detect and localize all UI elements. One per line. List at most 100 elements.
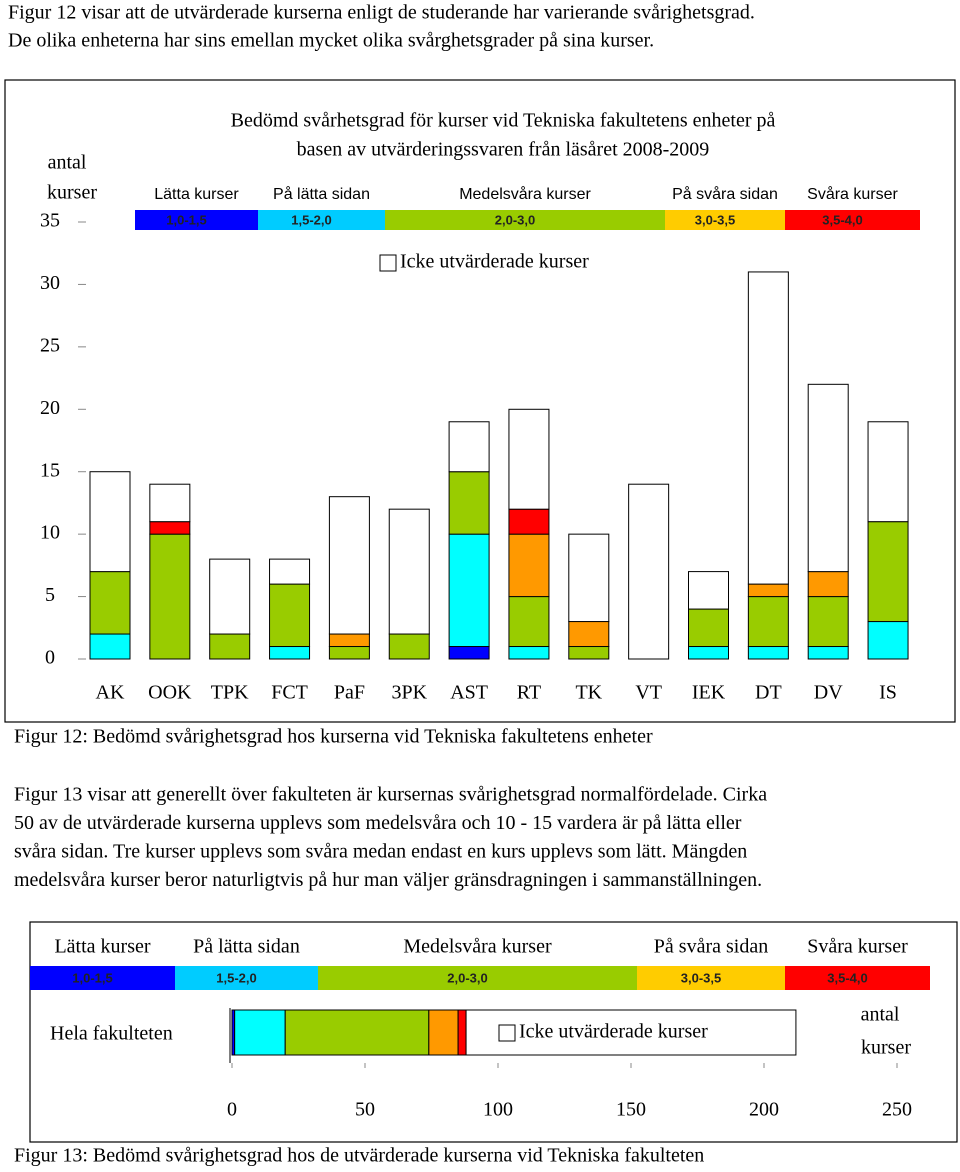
bar-segment <box>807 383 849 573</box>
bar-segment <box>234 1009 286 1056</box>
legend-label: På svåra sidan <box>654 936 768 958</box>
figure-caption: Figur 12: Bedömd svårighetsgrad hos kurs… <box>14 726 653 748</box>
legend-label: Icke utvärderade kurser <box>400 251 589 273</box>
bar-segment <box>448 533 490 648</box>
y-axis-label: kurser <box>47 182 97 204</box>
legend-label: Lätta kurser <box>154 186 239 203</box>
x-tick-label: IS <box>879 682 897 704</box>
legend-label: Medelsvåra kurser <box>459 185 591 203</box>
x-tick-label: 100 <box>483 1099 513 1121</box>
y-tick-label: 20 <box>40 397 60 419</box>
bar-segment <box>568 621 610 648</box>
legend-range: 2,0-3,0 <box>495 212 535 227</box>
legend-range: 1,0-1,5 <box>166 212 206 227</box>
paragraph-line: svåra sidan. Tre kurser upplevs som svår… <box>14 841 747 863</box>
bar-segment <box>747 596 789 648</box>
chart-title: Bedömd svårhetsgrad för kurser vid Tekni… <box>231 110 776 132</box>
y-tick-label: Hela fakulteten <box>50 1023 173 1045</box>
legend-swatch <box>30 966 175 990</box>
bar-segment <box>209 558 251 635</box>
bar-segment <box>388 508 430 635</box>
legend-swatch <box>175 966 318 990</box>
bar-segment <box>688 646 729 660</box>
x-tick-label: 250 <box>882 1099 912 1121</box>
bar-segment <box>508 508 550 535</box>
y-tick-label: 30 <box>40 272 60 294</box>
bar-segment <box>269 646 311 660</box>
legend-label: Icke utvärderade kurser <box>519 1021 708 1043</box>
chart-title: basen av utvärderingssvaren från läsåret… <box>297 139 710 161</box>
legend-swatch <box>637 966 785 990</box>
paragraph-line: 50 av de utvärderade kurserna upplevs so… <box>14 812 742 834</box>
x-tick-label: PaF <box>334 682 365 704</box>
legend-swatch <box>318 966 637 990</box>
bar-segment <box>457 1009 467 1056</box>
bar-segment <box>508 596 550 648</box>
bar-segment <box>269 558 311 585</box>
y-axis-label: antal <box>48 152 87 174</box>
y-tick-label: 15 <box>40 459 60 481</box>
bar-segment <box>448 646 490 660</box>
bar-segment <box>867 521 909 623</box>
legend-range: 2,0-3,0 <box>447 970 487 985</box>
bar-segment <box>448 471 490 535</box>
legend-label: Svåra kurser <box>807 185 898 203</box>
x-axis-label: antal <box>861 1004 900 1026</box>
bar-segment <box>328 496 370 635</box>
y-tick-label: 35 <box>40 210 60 232</box>
x-tick-label: FCT <box>271 682 308 704</box>
bar-segment <box>428 1009 459 1056</box>
bar-segment <box>807 596 849 648</box>
bar-segment <box>508 533 550 598</box>
legend-range: 1,5-2,0 <box>291 212 331 227</box>
paragraph-line: Figur 13 visar att generellt över fakult… <box>14 784 767 806</box>
legend-label: På svåra sidan <box>672 185 778 203</box>
bar-segment <box>89 633 131 660</box>
bar-segment <box>867 421 909 523</box>
legend-label: Lätta kurser <box>54 936 150 958</box>
legend-swatch <box>135 210 258 230</box>
figure-13-frame <box>29 921 958 1143</box>
bar-segment <box>867 621 909 660</box>
legend-label: Svåra kurser <box>807 936 908 958</box>
bar-segment <box>747 646 789 660</box>
bar-segment <box>747 583 789 598</box>
x-tick-label: VT <box>635 682 662 704</box>
bar-segment <box>149 483 191 523</box>
x-tick-label: RT <box>517 682 541 704</box>
bar-segment <box>688 608 729 648</box>
bar-segment <box>568 646 610 660</box>
legend-swatch <box>785 966 930 990</box>
x-tick-label: 0 <box>227 1099 237 1121</box>
bar-segment <box>149 521 191 535</box>
bar-segment <box>568 533 610 623</box>
legend-swatch <box>385 210 665 230</box>
legend-swatch <box>258 210 385 230</box>
figure-caption: Figur 13: Bedömd svårighetsgrad hos de u… <box>14 1145 704 1167</box>
legend-range: 3,0-3,5 <box>695 212 735 227</box>
bar-segment <box>284 1009 430 1056</box>
x-tick-label: 150 <box>616 1099 646 1121</box>
bar-segment <box>747 271 789 585</box>
x-tick-label: DT <box>755 682 782 704</box>
bar-segment <box>807 571 849 598</box>
x-tick-label: DV <box>814 682 843 704</box>
x-tick-label: TPK <box>211 682 249 704</box>
bar-segment <box>508 646 550 660</box>
figure-12-frame <box>4 79 956 723</box>
x-tick-label: IEK <box>692 682 726 704</box>
legend-range: 1,0-1,5 <box>72 970 112 985</box>
y-tick-label: 25 <box>40 334 60 356</box>
bar-segment <box>269 583 311 648</box>
bar-segment <box>89 571 131 635</box>
x-tick-label: 200 <box>749 1099 779 1121</box>
legend-range: 3,5-4,0 <box>827 970 867 985</box>
bar-segment <box>465 1009 797 1056</box>
bar-segment <box>149 533 191 660</box>
bar-segment <box>508 408 550 510</box>
y-tick-label: 5 <box>45 584 55 606</box>
legend-label: På lätta sidan <box>193 936 300 958</box>
bar-segment <box>628 483 670 660</box>
y-tick-label: 0 <box>45 647 55 669</box>
